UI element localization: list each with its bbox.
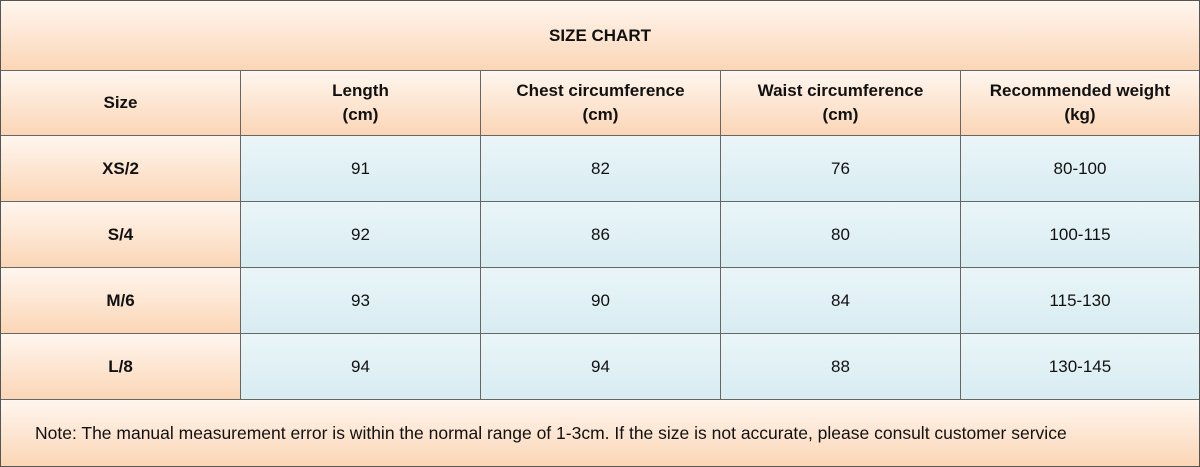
value-cell: 92 (241, 202, 481, 268)
value-cell: 80 (721, 202, 961, 268)
header-text: (kg) (1064, 105, 1096, 124)
value-text: 80-100 (1053, 158, 1107, 178)
header-cell: Length (cm) (241, 71, 481, 136)
value-cell: 76 (721, 136, 961, 202)
value-text: 115-130 (1049, 290, 1111, 310)
value-text: 84 (831, 290, 850, 310)
size-cell: XS/2 (1, 136, 241, 202)
value-text: 80 (831, 224, 850, 244)
header-text: Waist circumference (757, 81, 924, 100)
value-text: 94 (351, 356, 370, 376)
value-cell: 94 (241, 334, 481, 400)
value-cell: 80-100 (961, 136, 1199, 202)
value-text: 130-145 (1048, 356, 1112, 376)
value-text: 100-115 (1049, 224, 1111, 244)
size-label: M/6 (106, 290, 135, 310)
value-cell: 91 (241, 136, 481, 202)
size-cell: M/6 (1, 268, 241, 334)
value-text: 88 (831, 356, 850, 376)
value-text: 94 (591, 356, 610, 376)
title: SIZE CHART (549, 25, 651, 45)
value-cell: 82 (481, 136, 721, 202)
value-cell: 94 (481, 334, 721, 400)
header-text: (cm) (342, 105, 379, 124)
note-cell: Note: The manual measurement error is wi… (1, 400, 1199, 466)
value-cell: 88 (721, 334, 961, 400)
value-cell: 115-130 (961, 268, 1199, 334)
header-text: (cm) (582, 105, 619, 124)
value-cell: 93 (241, 268, 481, 334)
value-text: 86 (591, 224, 610, 244)
value-text: 90 (591, 290, 610, 310)
value-cell: 130-145 (961, 334, 1199, 400)
header-text: Recommended weight (989, 81, 1171, 100)
value-cell: 86 (481, 202, 721, 268)
value-cell: 84 (721, 268, 961, 334)
size-cell: S/4 (1, 202, 241, 268)
size-cell: L/8 (1, 334, 241, 400)
size-label: L/8 (108, 356, 133, 376)
header-text: Chest circumference (516, 81, 685, 100)
header-cell: Size (1, 71, 241, 136)
value-text: 92 (351, 224, 370, 244)
size-label: XS/2 (102, 158, 139, 178)
value-text: 93 (351, 290, 370, 310)
note: Note: The manual measurement error is wi… (35, 423, 1067, 443)
value-text: 91 (351, 158, 370, 178)
header-text: Size (103, 93, 138, 112)
value-text: 76 (831, 158, 850, 178)
header-text: Length (332, 81, 389, 100)
header-cell: Chest circumference (cm) (481, 71, 721, 136)
title-cell: SIZE CHART (1, 1, 1199, 71)
value-text: 82 (591, 158, 610, 178)
header-cell: Waist circumference (cm) (721, 71, 961, 136)
header-text: (cm) (822, 105, 859, 124)
size-label: S/4 (107, 224, 134, 244)
value-cell: 90 (481, 268, 721, 334)
value-cell: 100-115 (961, 202, 1199, 268)
header-cell: Recommended weight (kg) (961, 71, 1199, 136)
